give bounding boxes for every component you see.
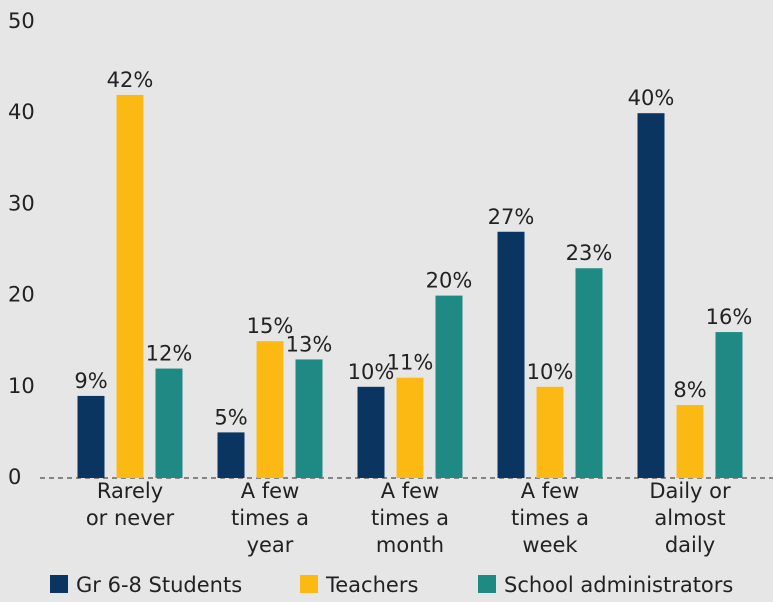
value-label: 23% [566, 241, 613, 265]
x-tick-label: Rarely or never [86, 479, 175, 530]
value-label: 13% [286, 332, 333, 356]
x-tick-label: Daily or almost daily [649, 479, 731, 557]
value-label: 8% [673, 378, 706, 402]
y-tick-label: 30 [8, 191, 35, 215]
y-tick-label: 10 [8, 374, 35, 398]
value-label: 11% [387, 351, 434, 375]
y-tick-label: 50 [8, 9, 35, 33]
bar [77, 395, 105, 478]
bar [217, 432, 245, 478]
bar [637, 113, 665, 478]
value-label: 42% [107, 68, 154, 92]
bar [116, 94, 144, 479]
value-label: 10% [527, 360, 574, 384]
bar [536, 386, 564, 478]
x-tick-label: A few times a week [511, 479, 589, 557]
bar [676, 405, 704, 478]
value-label: 15% [247, 314, 294, 338]
value-label: 27% [488, 205, 535, 229]
x-tick-label: A few times a year [231, 479, 309, 557]
bar [715, 332, 743, 478]
bar [396, 377, 424, 478]
value-label: 20% [426, 269, 473, 293]
legend-label: Gr 6-8 Students [76, 573, 242, 597]
legend-swatch [478, 575, 496, 593]
bar [497, 231, 525, 478]
legend-swatch [50, 575, 68, 593]
value-label: 10% [348, 360, 395, 384]
y-tick-label: 40 [8, 100, 35, 124]
value-label: 40% [628, 86, 675, 110]
x-tick-label: A few times a month [371, 479, 449, 557]
y-tick-label: 20 [8, 283, 35, 307]
legend-label: School administrators [504, 573, 733, 597]
bar [575, 268, 603, 478]
value-label: 5% [214, 405, 247, 429]
value-label: 16% [706, 305, 753, 329]
value-label: 9% [74, 369, 107, 393]
bar [256, 341, 284, 478]
bar [295, 359, 323, 478]
bar [155, 368, 183, 478]
legend-label: Teachers [325, 573, 418, 597]
value-label: 12% [146, 342, 193, 366]
y-tick-label: 0 [8, 465, 21, 489]
bar [357, 386, 385, 478]
legend-swatch [300, 575, 318, 593]
bar [435, 295, 463, 478]
